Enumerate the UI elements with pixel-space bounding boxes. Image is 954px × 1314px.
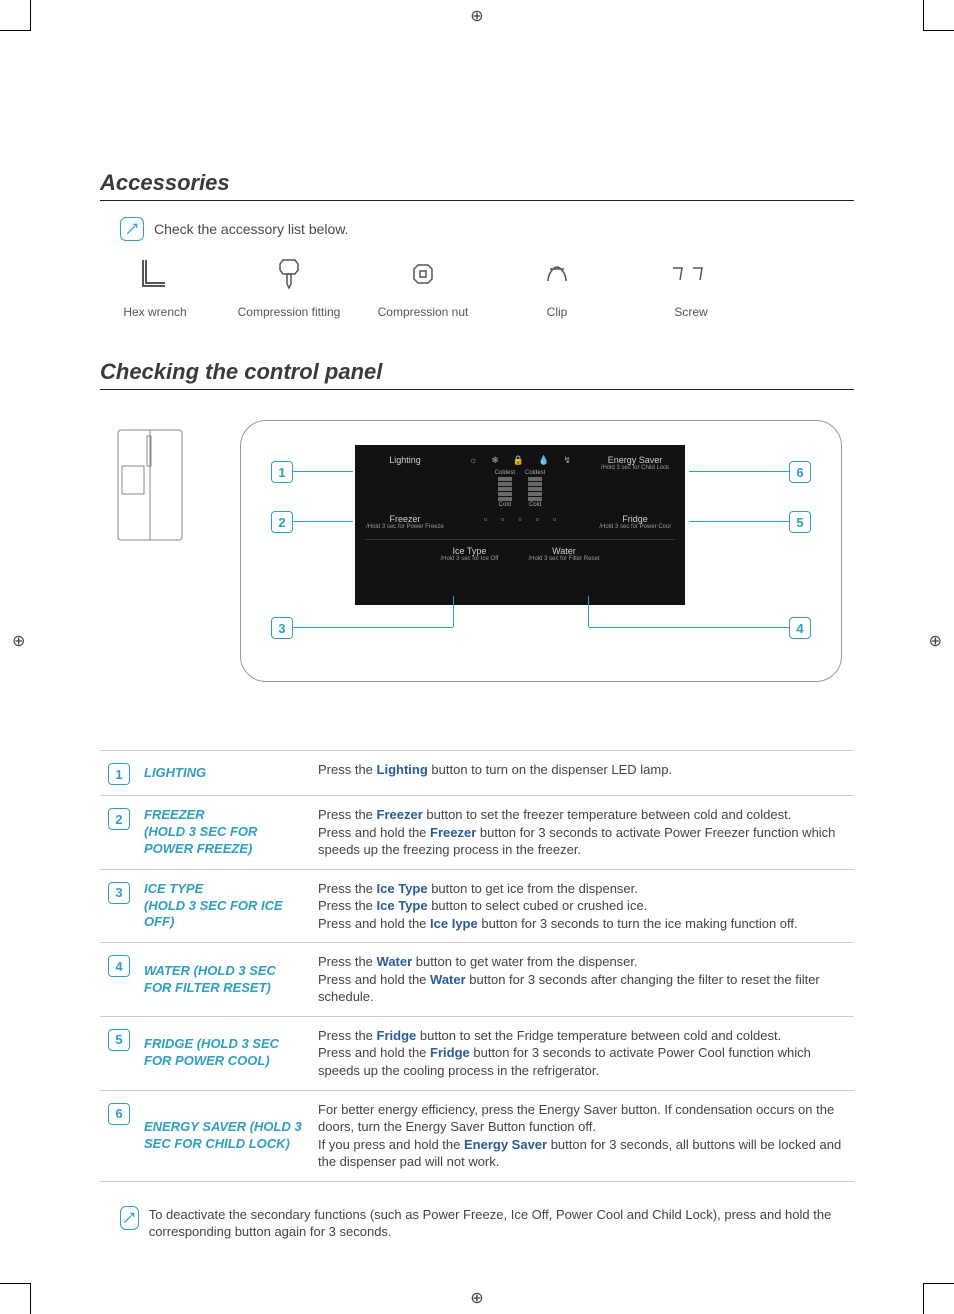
compression-fitting-icon [276,251,302,297]
row-description: For better energy efficiency, press the … [318,1101,854,1171]
table-row: 1 LIGHTING Press the Lighting button to … [100,750,854,796]
row-number: 1 [108,763,130,785]
callout-line [453,596,454,627]
compression-nut-icon [410,251,436,297]
panel-lighting-label: Lighting [365,455,445,465]
accessory-item: Compression fitting [234,251,344,319]
accessories-note-text: Check the accessory list below. [154,221,349,237]
crop-mark [0,0,31,31]
row-description: Press the Freezer button to set the free… [318,806,854,859]
callout-2: 2 [271,511,293,533]
panel-energy-label: Energy Saver [595,455,675,465]
footnote-text: To deactivate the secondary functions (s… [149,1206,854,1241]
row-number: 6 [108,1103,130,1125]
callout-line [689,471,789,472]
fridge-illustration-icon [114,426,186,549]
table-row: 4 WATER (HOLD 3 SEC FOR FILTER RESET) Pr… [100,943,854,1017]
accessory-label: Hex wrench [123,305,186,319]
panel-mid-icons: ▫▫▫▫▫ [445,514,595,524]
control-panel-heading: Checking the control panel [100,359,854,390]
accessory-label: Compression fitting [238,305,341,319]
row-title: ICE TYPE(HOLD 3 SEC FOR ICE OFF) [144,880,304,933]
row-title: FREEZER(HOLD 3 SEC FOR POWER FREEZE) [144,806,304,859]
callout-line [293,471,353,472]
accessories-list: Hex wrench Compression fitting Compressi… [100,251,854,319]
page: ⊕ ⊕ ⊕ ⊕ Accessories Check the accessory … [0,0,954,1314]
clip-icon [542,251,572,297]
callout-1: 1 [271,461,293,483]
screw-icon [671,251,711,297]
row-number: 4 [108,955,130,977]
accessory-item: Compression nut [368,251,478,319]
row-description: Press the Lighting button to turn on the… [318,761,854,785]
row-title: FRIDGE (HOLD 3 SEC FOR POWER COOL) [144,1027,304,1080]
registration-mark-icon: ⊕ [470,6,483,26]
row-title: ENERGY SAVER (HOLD 3 SEC FOR CHILD LOCK) [144,1101,304,1171]
accessories-note: Check the accessory list below. [120,217,854,241]
accessory-label: Screw [674,305,707,319]
panel-ice-label: Ice Type [441,546,499,556]
row-title: LIGHTING [144,761,304,785]
accessory-label: Compression nut [378,305,469,319]
accessory-label: Clip [547,305,568,319]
callout-6: 6 [789,461,811,483]
footnote: To deactivate the secondary functions (s… [120,1206,854,1241]
row-description: Press the Fridge button to set the Fridg… [318,1027,854,1080]
description-table: 1 LIGHTING Press the Lighting button to … [100,750,854,1182]
callout-5: 5 [789,511,811,533]
control-panel-figure: Lighting ☼❄🔒💧↯ ColdestCold ColdestCold E… [100,420,854,700]
row-description: Press the Ice Type button to get ice fro… [318,880,854,933]
control-panel: Lighting ☼❄🔒💧↯ ColdestCold ColdestCold E… [355,445,685,605]
row-number: 3 [108,882,130,904]
table-row: 3 ICE TYPE(HOLD 3 SEC FOR ICE OFF) Press… [100,870,854,944]
table-row: 5 FRIDGE (HOLD 3 SEC FOR POWER COOL) Pre… [100,1017,854,1091]
accessory-item: Screw [636,251,746,319]
crop-mark [923,1283,954,1314]
table-row: 6 ENERGY SAVER (HOLD 3 SEC FOR CHILD LOC… [100,1091,854,1182]
row-number: 2 [108,808,130,830]
note-icon [120,1206,139,1230]
table-row: 2 FREEZER(HOLD 3 SEC FOR POWER FREEZE) P… [100,796,854,870]
panel-freezer-label: Freezer [365,514,445,524]
callout-line [689,521,789,522]
registration-mark-icon: ⊕ [470,1288,483,1308]
callout-4: 4 [789,617,811,639]
accessory-item: Clip [502,251,612,319]
note-icon [120,217,144,241]
callout-line [588,596,589,627]
registration-mark-icon: ⊕ [929,631,942,651]
hex-wrench-icon [135,251,175,297]
panel-top-status-icons: ☼❄🔒💧↯ [445,455,595,466]
callout-3: 3 [271,617,293,639]
row-title: WATER (HOLD 3 SEC FOR FILTER RESET) [144,953,304,1006]
crop-mark [0,1283,31,1314]
panel-water-label: Water [528,546,599,556]
callout-line [293,627,453,628]
crop-mark [923,0,954,31]
callout-line [293,521,353,522]
panel-fridge-label: Fridge [595,514,675,524]
accessories-heading: Accessories [100,170,854,201]
accessory-item: Hex wrench [100,251,210,319]
callout-line [589,627,789,628]
row-description: Press the Water button to get water from… [318,953,854,1006]
panel-bubble: Lighting ☼❄🔒💧↯ ColdestCold ColdestCold E… [240,420,842,682]
row-number: 5 [108,1029,130,1051]
registration-mark-icon: ⊕ [12,631,25,651]
